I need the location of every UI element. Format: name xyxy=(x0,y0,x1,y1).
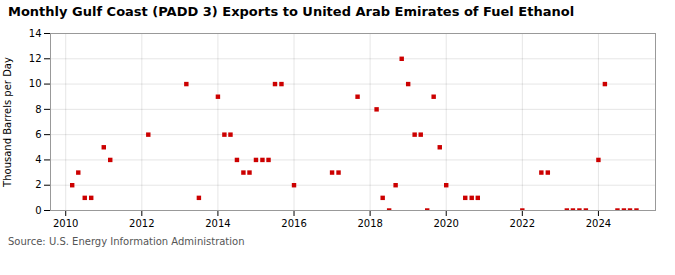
svg-text:2018: 2018 xyxy=(357,218,382,229)
svg-text:2020: 2020 xyxy=(433,218,458,229)
svg-text:2010: 2010 xyxy=(53,218,78,229)
svg-text:2014: 2014 xyxy=(205,218,230,229)
svg-text:2022: 2022 xyxy=(510,218,535,229)
svg-text:12: 12 xyxy=(29,53,42,64)
svg-text:2016: 2016 xyxy=(281,218,306,229)
svg-text:2024: 2024 xyxy=(586,218,611,229)
html-text:Monthly Gulf Coast (PADD 3) Ex: Monthly Gulf Coast (PADD 3) Exports to U… xyxy=(8,4,575,19)
svg-text:0: 0 xyxy=(35,205,41,216)
svg-text:10: 10 xyxy=(29,78,42,89)
svg-text:14: 14 xyxy=(29,28,42,39)
svg-text:8: 8 xyxy=(35,104,41,115)
svg-text:Thousand Barrels per Day: Thousand Barrels per Day xyxy=(2,57,13,188)
svg-text:6: 6 xyxy=(35,129,41,140)
svg-text:2: 2 xyxy=(35,179,41,190)
svg-text:4: 4 xyxy=(35,154,41,165)
html-text:Source: U.S. Energy Informatio: Source: U.S. Energy Information Administ… xyxy=(8,236,245,247)
svg-text:2012: 2012 xyxy=(129,218,154,229)
